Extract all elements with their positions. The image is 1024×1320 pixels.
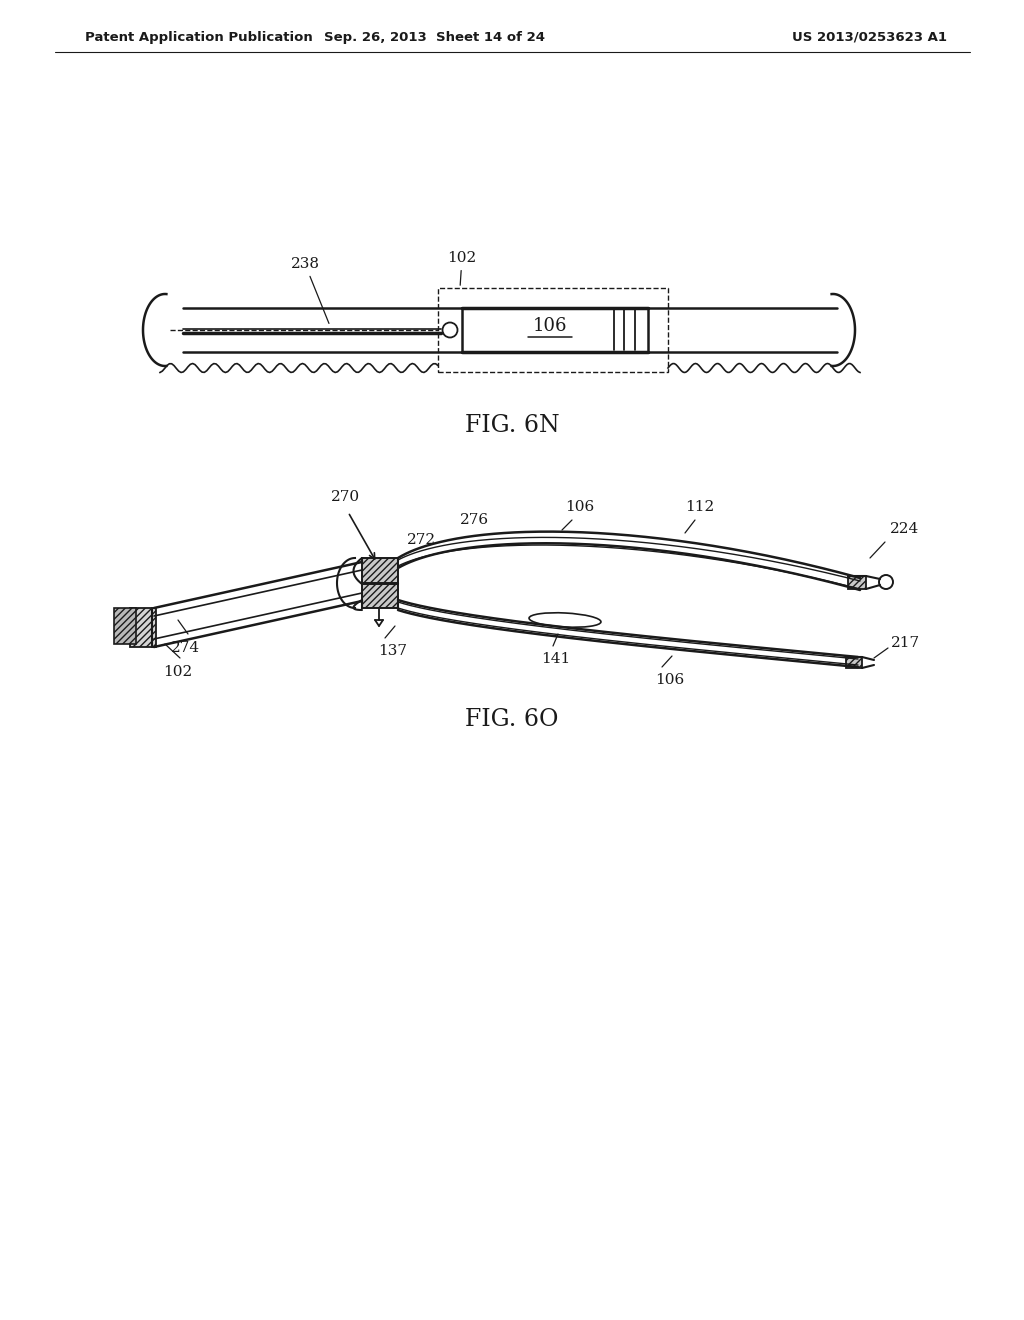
Text: 270: 270 (332, 490, 360, 504)
Text: FIG. 6N: FIG. 6N (465, 413, 559, 437)
Bar (438, 288, 668, 372)
Bar (362, 583, 398, 609)
Text: Sep. 26, 2013  Sheet 14 of 24: Sep. 26, 2013 Sheet 14 of 24 (325, 30, 546, 44)
Text: 141: 141 (542, 652, 570, 667)
Text: FIG. 6O: FIG. 6O (465, 709, 559, 731)
Bar (130, 609, 156, 647)
Text: 238: 238 (291, 257, 329, 323)
Bar (114, 609, 136, 644)
Bar (462, 308, 648, 352)
Text: 106: 106 (565, 500, 595, 513)
Bar (846, 657, 862, 668)
Text: 102: 102 (164, 665, 193, 678)
Text: 112: 112 (685, 500, 715, 513)
Text: 102: 102 (447, 251, 476, 285)
Text: 137: 137 (379, 644, 408, 657)
Bar (362, 558, 398, 583)
Text: 106: 106 (532, 317, 567, 335)
Text: 274: 274 (171, 642, 201, 655)
Text: 217: 217 (891, 636, 921, 649)
Text: 276: 276 (460, 513, 489, 527)
Bar (848, 576, 866, 589)
Text: 106: 106 (655, 673, 685, 686)
Text: US 2013/0253623 A1: US 2013/0253623 A1 (793, 30, 947, 44)
Text: 224: 224 (890, 521, 920, 536)
Text: 272: 272 (407, 533, 436, 546)
Text: Patent Application Publication: Patent Application Publication (85, 30, 312, 44)
